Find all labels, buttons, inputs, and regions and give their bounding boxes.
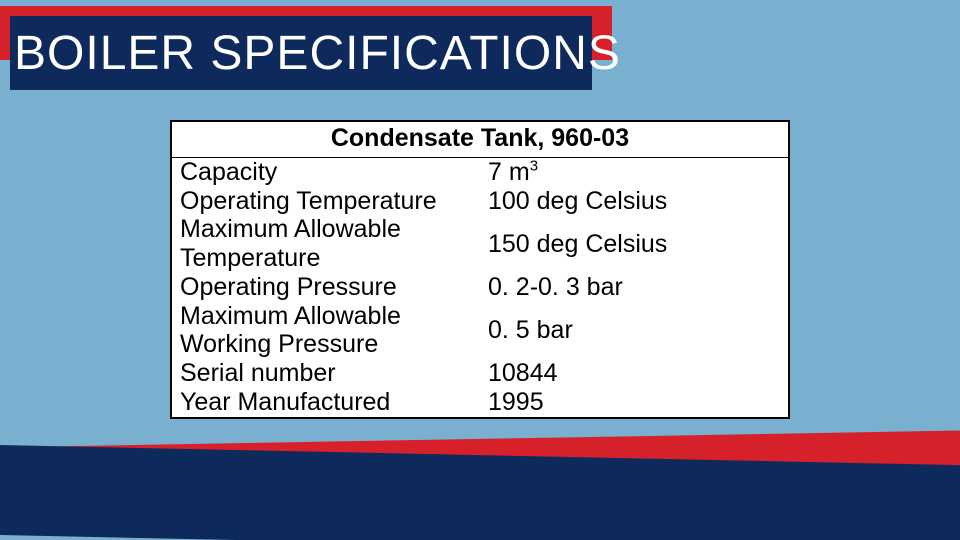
table-header: Condensate Tank, 960-03	[171, 121, 789, 157]
table-row: Maximum Allowable Temperature150 deg Cel…	[171, 215, 789, 273]
table-row: Serial number10844	[171, 359, 789, 388]
table-cell-label: Maximum Allowable Temperature	[171, 215, 480, 273]
table-row: Capacity7 m3	[171, 157, 789, 186]
table-row: Year Manufactured1995	[171, 388, 789, 418]
table-body: Capacity7 m3Operating Temperature100 deg…	[171, 157, 789, 417]
table-cell-label: Capacity	[171, 157, 480, 186]
table-cell-value: 0. 5 bar	[480, 302, 789, 360]
table-row: Maximum Allowable Working Pressure0. 5 b…	[171, 302, 789, 360]
title-box: BOILER SPECIFICATIONS	[10, 16, 592, 90]
table-cell-value: 10844	[480, 359, 789, 388]
table-cell-label: Year Manufactured	[171, 388, 480, 418]
page-title: BOILER SPECIFICATIONS	[14, 26, 621, 81]
table-cell-label: Operating Temperature	[171, 187, 480, 216]
table-cell-value: 7 m3	[480, 157, 789, 186]
spec-table: Condensate Tank, 960-03 Capacity7 m3Oper…	[170, 120, 790, 419]
slide: BOILER SPECIFICATIONS Condensate Tank, 9…	[0, 0, 960, 540]
table-cell-label: Maximum Allowable Working Pressure	[171, 302, 480, 360]
table-cell-value: 100 deg Celsius	[480, 187, 789, 216]
table-row: Operating Pressure0. 2-0. 3 bar	[171, 273, 789, 302]
table-row: Operating Temperature100 deg Celsius	[171, 187, 789, 216]
table-cell-label: Serial number	[171, 359, 480, 388]
table-cell-value: 0. 2-0. 3 bar	[480, 273, 789, 302]
table-cell-label: Operating Pressure	[171, 273, 480, 302]
table-cell-value: 1995	[480, 388, 789, 418]
table-cell-value: 150 deg Celsius	[480, 215, 789, 273]
